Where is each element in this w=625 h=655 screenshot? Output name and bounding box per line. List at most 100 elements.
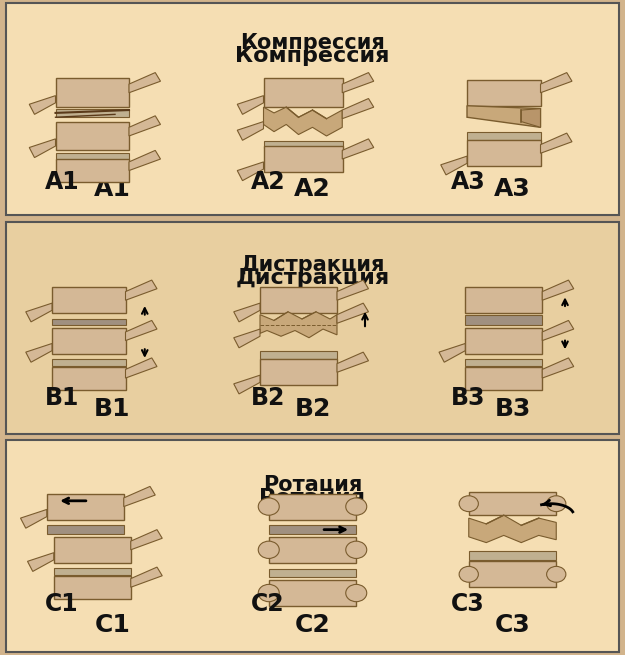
- Polygon shape: [26, 303, 52, 322]
- Polygon shape: [269, 537, 356, 563]
- Text: Ротация: Ротация: [259, 488, 366, 508]
- Polygon shape: [260, 360, 337, 385]
- Text: A3: A3: [494, 177, 531, 201]
- Text: Дистракция: Дистракция: [236, 269, 389, 288]
- Polygon shape: [269, 525, 356, 534]
- Text: C3: C3: [494, 612, 531, 637]
- Polygon shape: [52, 319, 126, 325]
- Polygon shape: [238, 162, 264, 181]
- Text: Компрессия: Компрессия: [240, 33, 385, 52]
- Bar: [6, 222, 619, 434]
- Polygon shape: [342, 73, 374, 93]
- Text: B3: B3: [451, 386, 486, 410]
- Polygon shape: [234, 303, 260, 322]
- Polygon shape: [337, 303, 369, 324]
- Polygon shape: [29, 96, 56, 115]
- Polygon shape: [269, 494, 356, 519]
- Text: C2: C2: [251, 592, 285, 616]
- Text: A2: A2: [294, 177, 331, 201]
- Text: C3: C3: [451, 592, 485, 616]
- Text: A1: A1: [45, 170, 79, 194]
- Polygon shape: [129, 151, 161, 170]
- Polygon shape: [469, 561, 556, 588]
- Polygon shape: [269, 580, 356, 606]
- Polygon shape: [542, 280, 574, 300]
- Polygon shape: [54, 537, 131, 563]
- Polygon shape: [264, 107, 342, 136]
- Text: Дистракция: Дистракция: [240, 255, 385, 275]
- Polygon shape: [56, 122, 129, 151]
- Polygon shape: [337, 280, 369, 300]
- Polygon shape: [234, 375, 260, 394]
- Text: A3: A3: [451, 170, 486, 194]
- Polygon shape: [465, 316, 542, 326]
- Polygon shape: [541, 73, 572, 93]
- Polygon shape: [26, 343, 52, 362]
- Polygon shape: [124, 487, 155, 506]
- Polygon shape: [238, 122, 264, 140]
- Polygon shape: [467, 105, 541, 127]
- Polygon shape: [238, 96, 264, 115]
- Polygon shape: [342, 139, 374, 159]
- Circle shape: [459, 567, 478, 582]
- Polygon shape: [126, 280, 157, 300]
- Text: Ротация: Ротация: [263, 475, 362, 495]
- Polygon shape: [131, 567, 162, 588]
- Text: B2: B2: [294, 396, 331, 421]
- Polygon shape: [264, 146, 343, 172]
- Text: C2: C2: [294, 612, 331, 637]
- Circle shape: [547, 567, 566, 582]
- Circle shape: [346, 541, 367, 559]
- Polygon shape: [264, 79, 343, 107]
- Polygon shape: [439, 343, 465, 362]
- Polygon shape: [129, 73, 161, 93]
- Polygon shape: [521, 109, 541, 127]
- Text: B1: B1: [45, 386, 79, 410]
- Text: Компрессия: Компрессия: [235, 46, 390, 66]
- Polygon shape: [467, 140, 541, 166]
- Polygon shape: [131, 530, 162, 550]
- Polygon shape: [465, 367, 542, 390]
- Polygon shape: [542, 320, 574, 341]
- Text: B1: B1: [94, 396, 131, 421]
- Text: A2: A2: [251, 170, 286, 194]
- Polygon shape: [56, 153, 129, 160]
- Polygon shape: [21, 510, 47, 528]
- Polygon shape: [465, 328, 542, 354]
- Polygon shape: [234, 329, 260, 348]
- Text: B3: B3: [494, 396, 531, 421]
- Polygon shape: [260, 288, 337, 313]
- Polygon shape: [541, 133, 572, 153]
- Polygon shape: [47, 525, 124, 534]
- Polygon shape: [56, 109, 129, 117]
- Circle shape: [547, 496, 566, 512]
- Polygon shape: [56, 79, 129, 107]
- Bar: [6, 440, 619, 652]
- Polygon shape: [441, 156, 467, 175]
- Polygon shape: [269, 569, 356, 577]
- Polygon shape: [337, 352, 369, 372]
- Polygon shape: [52, 288, 126, 313]
- Polygon shape: [28, 553, 54, 571]
- Circle shape: [258, 584, 279, 602]
- Text: C1: C1: [45, 592, 79, 616]
- Polygon shape: [467, 80, 541, 105]
- Polygon shape: [129, 116, 161, 136]
- Polygon shape: [47, 494, 124, 519]
- Polygon shape: [126, 358, 157, 378]
- Polygon shape: [467, 132, 541, 140]
- Polygon shape: [52, 328, 126, 354]
- Polygon shape: [52, 367, 126, 390]
- Polygon shape: [465, 288, 542, 313]
- Circle shape: [346, 584, 367, 602]
- Circle shape: [346, 498, 367, 515]
- Circle shape: [459, 496, 478, 512]
- Polygon shape: [469, 515, 556, 542]
- Polygon shape: [56, 159, 129, 182]
- Polygon shape: [542, 358, 574, 378]
- Text: C1: C1: [94, 612, 131, 637]
- Polygon shape: [465, 359, 542, 365]
- Polygon shape: [260, 351, 337, 359]
- Text: B2: B2: [251, 386, 286, 410]
- Text: A1: A1: [94, 177, 131, 201]
